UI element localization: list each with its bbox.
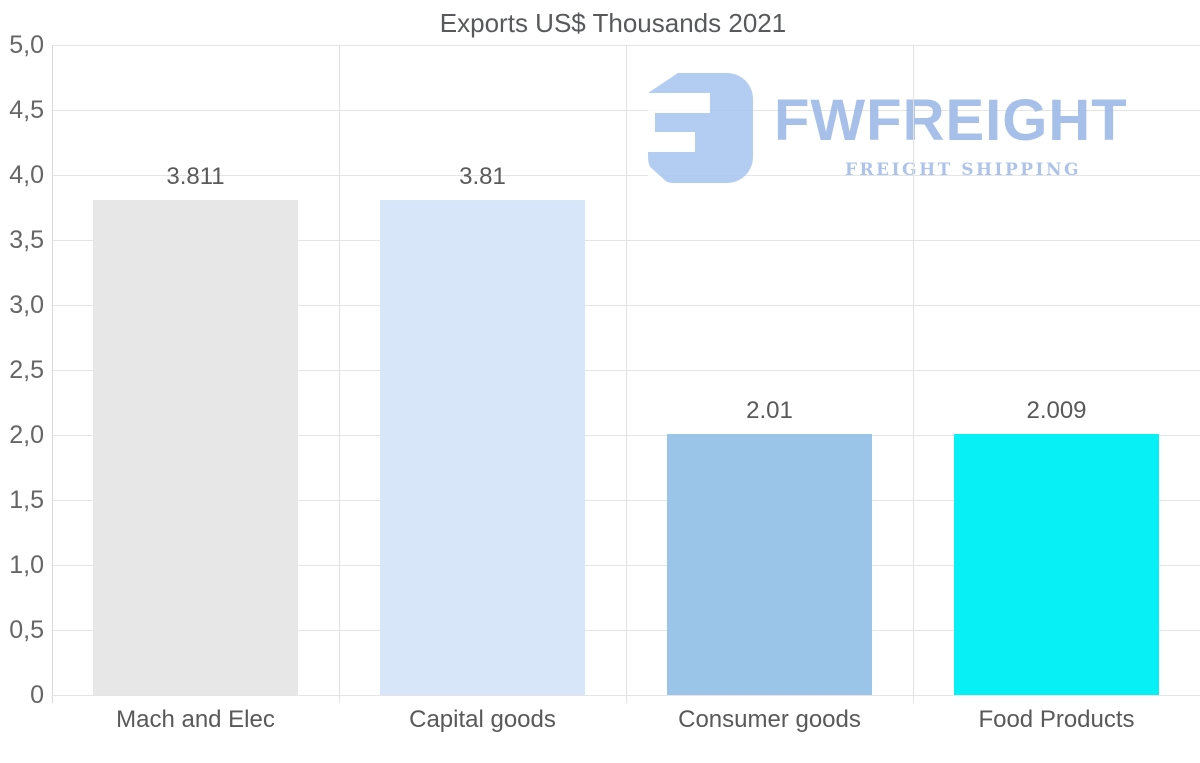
bar-value-label: 3.81 xyxy=(459,162,506,190)
bar-value-label: 2.009 xyxy=(1026,396,1087,424)
brand-tagline: FREIGHT SHIPPING xyxy=(844,160,1082,180)
y-tick-label: 1,5 xyxy=(9,486,44,514)
bar-mach-and-elec xyxy=(93,199,298,695)
bar-value-label: 3.811 xyxy=(166,162,225,190)
y-axis-line xyxy=(52,45,53,703)
fwfreight-watermark: FWFREIGHT FREIGHT SHIPPING xyxy=(648,70,1158,185)
x-category-label: Mach and Elec xyxy=(116,706,275,733)
y-tick-label: 2,5 xyxy=(9,356,44,384)
x-category-label: Food Products xyxy=(978,706,1135,733)
brand-name: FWFREIGHT xyxy=(774,88,1128,153)
category-separator xyxy=(626,45,627,703)
y-tick-label: 3,0 xyxy=(9,291,44,319)
bar-value-label: 2.01 xyxy=(746,396,793,424)
y-tick-label: 4,0 xyxy=(9,161,44,189)
y-tick-label: 2,0 xyxy=(9,421,44,449)
fwfreight-logo-icon xyxy=(648,73,753,183)
plot-area: 3.811 3.81 2.01 2.009 xyxy=(52,44,1200,696)
y-tick-label: 5,0 xyxy=(9,31,44,59)
bar-consumer-goods xyxy=(667,433,872,695)
bar-food-products xyxy=(954,433,1159,695)
chart-title: Exports US$ Thousands 2021 xyxy=(439,8,787,38)
y-tick-label: 1,0 xyxy=(9,551,44,579)
y-tick-label: 4,5 xyxy=(9,96,44,124)
bar-capital-goods xyxy=(380,199,585,695)
x-category-label: Consumer goods xyxy=(678,706,861,733)
x-category-label: Capital goods xyxy=(409,706,556,733)
category-separator xyxy=(913,45,914,703)
category-separator xyxy=(339,45,340,703)
y-tick-label: 3,5 xyxy=(9,226,44,254)
y-tick-label: 0,5 xyxy=(9,616,44,644)
y-tick-label: 0 xyxy=(30,681,44,709)
x-axis-category-labels: Mach and Elec Capital goods Consumer goods… xyxy=(52,706,1200,734)
